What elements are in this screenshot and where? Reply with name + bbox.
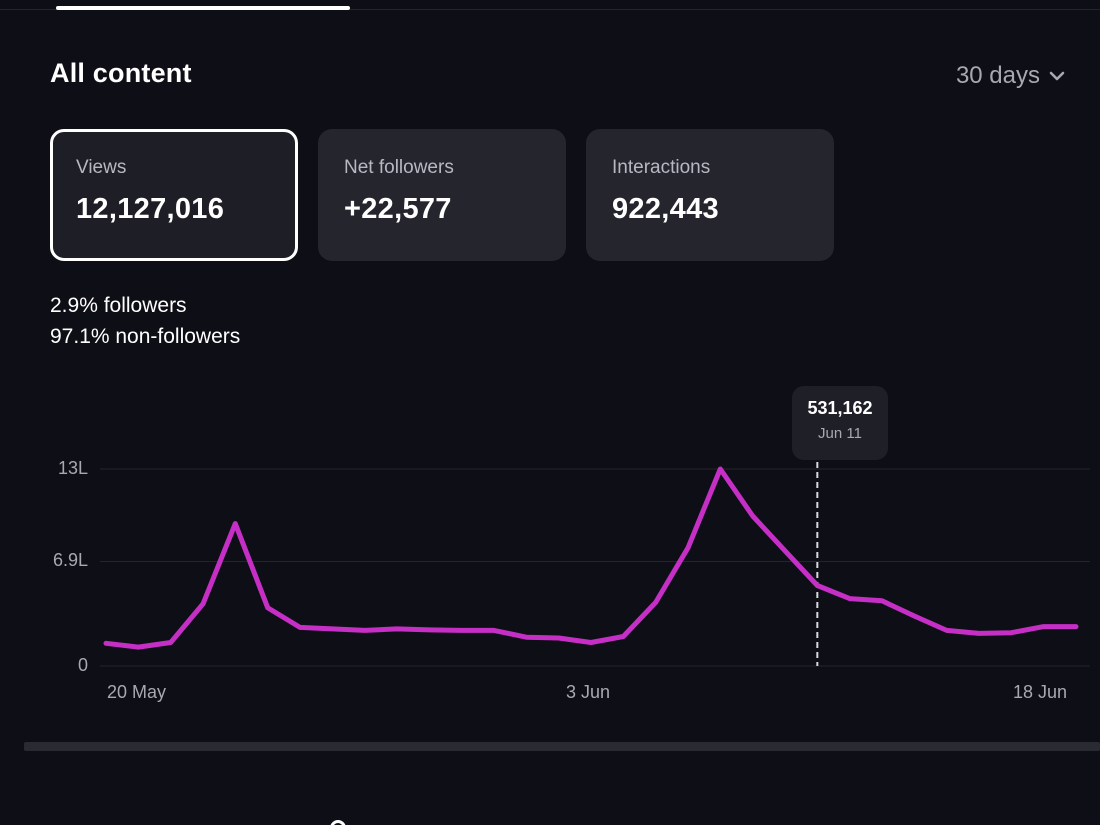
data-point[interactable] — [811, 580, 823, 592]
metric-card-views[interactable]: Views 12,127,016 — [50, 129, 298, 261]
metric-card-net-followers[interactable]: Net followers +22,577 — [318, 129, 566, 261]
data-point[interactable] — [650, 596, 662, 608]
data-point[interactable] — [908, 610, 920, 622]
data-point[interactable] — [1038, 621, 1050, 633]
non-followers-share: 97.1% non-followers — [50, 325, 241, 348]
metric-value: 922,443 — [612, 193, 719, 225]
metric-value: +22,577 — [344, 193, 452, 225]
data-point[interactable] — [488, 624, 500, 636]
data-point[interactable] — [100, 637, 112, 649]
data-point[interactable] — [714, 463, 726, 475]
section-title: All content — [50, 58, 192, 88]
tooltip-date: Jun 11 — [818, 425, 862, 442]
data-point[interactable] — [553, 632, 565, 644]
data-point[interactable] — [779, 545, 791, 557]
data-point[interactable] — [682, 542, 694, 554]
data-point[interactable] — [941, 624, 953, 636]
date-range-label: 30 days — [955, 62, 1040, 89]
data-point[interactable] — [973, 627, 985, 639]
y-tick-label: 6.9L — [52, 550, 88, 571]
section-divider — [24, 742, 1100, 751]
data-point[interactable] — [359, 624, 371, 636]
followers-share: 2.9% followers — [50, 294, 187, 317]
metric-value: 12,127,016 — [76, 193, 225, 225]
x-tick-label: 20 May — [107, 682, 167, 702]
data-point[interactable] — [585, 637, 597, 649]
metric-label: Views — [76, 157, 127, 178]
chart-tooltip: 531,162 Jun 11 — [792, 386, 888, 460]
series-line-views[interactable] — [103, 466, 1079, 650]
data-point[interactable] — [165, 637, 177, 649]
data-point[interactable] — [844, 593, 856, 605]
indicator-dot — [330, 820, 346, 825]
date-range-dropdown[interactable]: 30 days — [956, 62, 1066, 90]
x-tick-label: 18 Jun — [1013, 682, 1068, 702]
active-tab-indicator[interactable] — [56, 6, 350, 10]
data-point[interactable] — [617, 630, 629, 642]
data-point[interactable] — [456, 624, 468, 636]
data-point[interactable] — [1070, 621, 1082, 633]
metric-card-interactions[interactable]: Interactions 922,443 — [586, 129, 834, 261]
metric-label: Interactions — [612, 157, 711, 178]
data-point[interactable] — [747, 510, 759, 522]
data-point[interactable] — [520, 631, 532, 643]
x-tick-label: 3 Jun — [566, 682, 611, 702]
y-tick-label: 0 — [77, 655, 88, 675]
data-point[interactable] — [391, 623, 403, 635]
data-point[interactable] — [262, 602, 274, 614]
data-point[interactable] — [1005, 627, 1017, 639]
tab-bar-divider — [0, 9, 1100, 10]
data-point[interactable] — [294, 621, 306, 633]
data-point[interactable] — [229, 518, 241, 530]
data-point[interactable] — [423, 624, 435, 636]
chevron-down-icon — [1049, 71, 1065, 81]
data-point[interactable] — [197, 598, 209, 610]
tooltip-value: 531,162 — [807, 398, 873, 418]
y-tick-label: 13L — [57, 458, 88, 478]
metric-label: Net followers — [344, 157, 454, 178]
data-point[interactable] — [326, 623, 338, 635]
audience-breakdown: 2.9% followers 97.1% non-followers — [50, 290, 240, 352]
data-point[interactable] — [876, 595, 888, 607]
data-point[interactable] — [132, 641, 144, 653]
metric-cards: Views 12,127,016 Net followers +22,577 I… — [50, 129, 834, 261]
